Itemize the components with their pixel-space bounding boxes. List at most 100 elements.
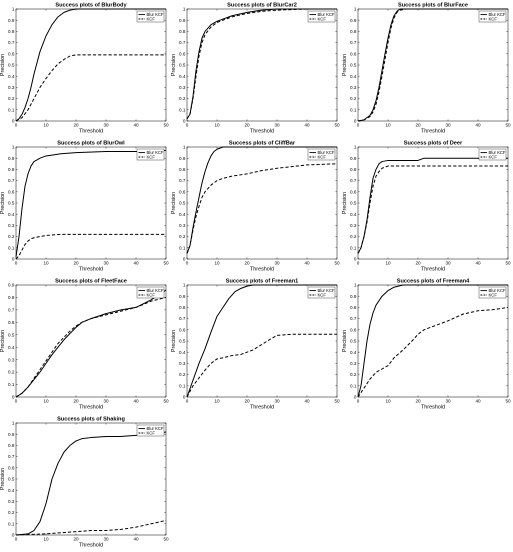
x-tick-label: 10	[43, 536, 49, 541]
y-axis-label: Precision	[0, 468, 6, 490]
y-tick-label: 0.7	[350, 316, 357, 321]
plot-area	[15, 284, 167, 398]
y-tick-label: 0.3	[179, 361, 186, 366]
y-tick-label: 0	[12, 119, 15, 124]
x-axis-label: Threshold	[79, 267, 103, 273]
y-tick-label: 0.2	[350, 96, 357, 101]
y-tick-label: 0.3	[8, 85, 15, 90]
y-tick-label: 0.5	[350, 339, 357, 344]
y-tick-label: 0	[183, 395, 186, 400]
legend-label: KCF	[147, 292, 156, 297]
y-tick-label: 0.3	[350, 85, 357, 90]
x-tick-label: 10	[214, 122, 220, 127]
x-tick-label: 30	[103, 398, 109, 403]
x-tick-label: 40	[475, 122, 481, 127]
x-tick-label: 30	[274, 122, 280, 127]
y-tick-label: 0.4	[350, 350, 357, 355]
x-tick-label: 0	[15, 260, 18, 265]
y-tick-label: 0.7	[179, 40, 186, 45]
legend-label: Blur KCF	[147, 426, 164, 431]
series-line-kcf	[15, 233, 166, 260]
y-tick-label: 1	[183, 145, 186, 150]
series-line-blur-kcf	[357, 284, 508, 398]
y-tick-label: 0	[354, 395, 357, 400]
x-tick-label: 20	[415, 122, 421, 127]
legend-box	[307, 148, 336, 161]
x-tick-label: 40	[133, 122, 139, 127]
legend-label: Blur KCF	[147, 288, 164, 293]
y-tick-label: 0.4	[8, 212, 15, 217]
series-line-blur-kcf	[186, 284, 337, 398]
series-line-kcf	[357, 165, 508, 254]
y-tick-label: 0.5	[179, 63, 186, 68]
y-tick-label: 0.8	[8, 167, 15, 172]
y-tick-label: 0.5	[8, 201, 15, 206]
legend-label: KCF	[147, 154, 156, 159]
y-tick-label: 0.8	[350, 29, 357, 34]
x-tick-label: 0	[15, 536, 18, 541]
y-tick-label: 0.7	[8, 307, 15, 312]
y-tick-label: 0.7	[8, 454, 15, 459]
y-tick-label: 0.6	[8, 320, 15, 325]
plot-area	[357, 284, 509, 398]
y-tick-label: 0.4	[8, 74, 15, 79]
y-tick-label: 0.6	[350, 51, 357, 56]
x-tick-label: 20	[73, 260, 79, 265]
legend-label: Blur KCF	[318, 288, 335, 293]
y-tick-label: 0.7	[179, 316, 186, 321]
legend-label: KCF	[489, 16, 498, 21]
y-tick-label: 1	[12, 421, 15, 426]
plot-area	[357, 8, 509, 122]
x-tick-label: 50	[163, 122, 169, 127]
plot-area	[15, 146, 167, 260]
y-tick-label: 0.4	[350, 212, 357, 217]
x-axis-label: Threshold	[250, 405, 274, 411]
x-tick-label: 40	[475, 398, 481, 403]
legend-box	[136, 424, 165, 437]
y-tick-label: 0.7	[350, 40, 357, 45]
x-tick-label: 20	[415, 398, 421, 403]
chart-title: Success plots of Freeman1	[226, 279, 298, 285]
legend-box	[136, 286, 165, 299]
y-axis-label: Precision	[0, 330, 6, 352]
y-tick-label: 0.9	[350, 156, 357, 161]
x-tick-label: 10	[214, 260, 220, 265]
y-tick-label: 0.6	[179, 327, 186, 332]
y-axis-label: Precision	[342, 330, 348, 352]
x-axis-label: Threshold	[250, 267, 274, 273]
x-tick-label: 40	[133, 536, 139, 541]
x-tick-label: 40	[475, 260, 481, 265]
x-tick-label: 50	[163, 398, 169, 403]
y-tick-label: 0.2	[179, 96, 186, 101]
y-tick-label: 0.9	[8, 156, 15, 161]
x-tick-label: 20	[415, 260, 421, 265]
y-tick-label: 0.3	[8, 357, 15, 362]
x-tick-label: 50	[334, 260, 340, 265]
y-tick-label: 0.6	[8, 465, 15, 470]
legend-box	[136, 10, 165, 23]
y-tick-label: 0.4	[179, 212, 186, 217]
y-tick-label: 0.2	[350, 372, 357, 377]
y-tick-label: 1	[183, 7, 186, 12]
x-tick-label: 30	[445, 398, 451, 403]
y-tick-label: 0.2	[350, 234, 357, 239]
y-tick-label: 0	[183, 257, 186, 262]
series-line-blur-kcf	[186, 146, 337, 254]
x-tick-label: 30	[445, 260, 451, 265]
y-tick-label: 0.4	[8, 488, 15, 493]
y-tick-label: 0.7	[350, 178, 357, 183]
y-tick-label: 0.2	[8, 510, 15, 515]
y-tick-label: 0.8	[350, 305, 357, 310]
chart-title: Success plots of BlurOwl	[57, 141, 125, 147]
y-tick-label: 0.2	[179, 372, 186, 377]
y-tick-label: 0.8	[179, 29, 186, 34]
